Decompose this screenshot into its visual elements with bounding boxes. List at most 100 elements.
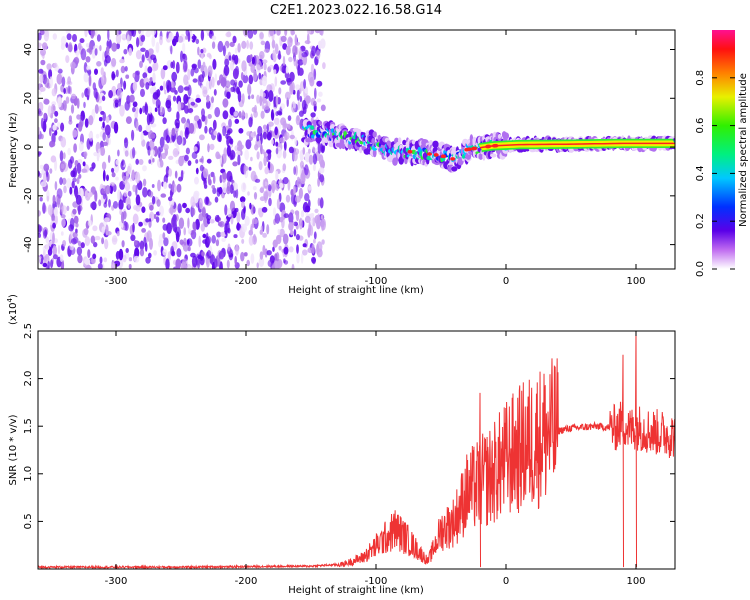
heatmap-cell — [77, 205, 81, 216]
heatmap-cell — [272, 239, 278, 248]
heatmap-cell — [238, 80, 243, 88]
heatmap-cell — [52, 232, 55, 245]
heatmap-cell — [220, 231, 226, 237]
snr-y-multiplier: (x104) — [6, 294, 19, 325]
heatmap-cell — [39, 164, 44, 169]
heatmap-cell — [101, 75, 105, 86]
heatmap-cell — [232, 68, 239, 80]
heatmap-cell — [38, 90, 42, 95]
heatmap-cell — [153, 213, 157, 220]
heatmap-cell — [211, 76, 215, 88]
heatmap-cell — [151, 85, 157, 93]
heatmap-cell — [256, 151, 260, 160]
heatmap-cell — [139, 240, 145, 251]
heatmap-cell — [183, 74, 189, 86]
heatmap-cell — [75, 194, 82, 205]
heatmap-cell — [105, 46, 110, 54]
heatmap-cell — [241, 201, 245, 209]
heatmap-cell — [297, 59, 304, 66]
x-tick-label: -200 — [235, 576, 258, 587]
colorbar-tick-label: 0.2 — [695, 213, 706, 229]
heatmap-cell — [316, 218, 321, 230]
heatmap-cell — [141, 228, 147, 233]
heatmap-cell — [214, 196, 219, 203]
heatmap-cell — [193, 115, 200, 122]
heatmap-cell — [187, 228, 192, 235]
heatmap-cell — [121, 240, 125, 248]
heatmap-cell — [83, 151, 88, 158]
heatmap-cell — [187, 160, 192, 166]
heatmap-cell — [203, 184, 208, 189]
heatmap-cell — [150, 149, 156, 157]
heatmap-cell — [236, 222, 240, 231]
heatmap-cell — [234, 47, 238, 54]
heatmap-cell — [218, 221, 225, 228]
heatmap-cell — [237, 154, 241, 166]
heatmap-cell — [86, 65, 91, 71]
heatmap-cell — [244, 112, 249, 119]
heatmap-cell — [69, 243, 75, 251]
heatmap-cell — [214, 258, 218, 269]
heatmap-cell — [121, 159, 125, 166]
heatmap-cell — [139, 78, 145, 88]
heatmap-cell — [285, 66, 289, 74]
x-tick-label: 100 — [626, 276, 645, 287]
heatmap-cell — [202, 61, 206, 68]
heatmap-cell — [60, 163, 65, 169]
heatmap-cell — [145, 256, 151, 264]
heatmap-cell — [261, 206, 268, 213]
heatmap-cell — [260, 225, 264, 232]
heatmap-cell — [76, 162, 82, 174]
heatmap-cell — [97, 148, 101, 158]
heatmap-cell — [187, 31, 191, 43]
heatmap-cell — [98, 105, 103, 113]
heatmap-cell — [123, 48, 128, 55]
heatmap-cell — [138, 30, 142, 35]
heatmap-cell — [247, 83, 252, 96]
heatmap-cell — [235, 86, 240, 94]
heatmap-cell — [171, 71, 178, 82]
heatmap-cell — [211, 41, 216, 49]
heatmap-cell — [240, 72, 244, 81]
heatmap-cell — [166, 222, 173, 235]
heatmap-cell — [293, 166, 296, 175]
heatmap-cell — [52, 254, 58, 260]
heatmap-cell — [176, 111, 180, 121]
heatmap-cell — [131, 129, 135, 141]
heatmap-cell — [146, 230, 152, 242]
heatmap-cell — [266, 131, 272, 141]
heatmap-cell — [222, 45, 226, 57]
heatmap-cell — [39, 74, 44, 84]
heatmap-cell — [319, 197, 324, 209]
heatmap-cell — [71, 93, 76, 100]
heatmap-cell — [285, 77, 292, 83]
heatmap-cell — [304, 215, 311, 223]
heatmap-cell — [149, 204, 154, 211]
heatmap-cell — [272, 49, 276, 61]
heatmap-cell — [144, 103, 149, 115]
heatmap-cell — [250, 223, 255, 228]
heatmap-cell — [302, 243, 307, 248]
heatmap-cell — [105, 116, 110, 123]
heatmap-cell — [38, 151, 42, 156]
heatmap-cell — [47, 247, 53, 256]
heatmap-cell — [94, 68, 98, 75]
heatmap-cell — [250, 64, 256, 73]
heatmap-cell — [280, 80, 287, 85]
heatmap-cell — [78, 189, 81, 195]
heatmap-cell — [69, 186, 73, 195]
heatmap-cell — [215, 239, 220, 247]
heatmap-cell — [115, 159, 120, 165]
heatmap-cell — [165, 258, 170, 269]
heatmap-cell — [305, 95, 311, 104]
heatmap-cell — [250, 170, 257, 182]
heatmap-cell — [56, 73, 63, 85]
heatmap-cell — [61, 76, 66, 87]
heatmap-cell — [256, 262, 259, 269]
heatmap-cell — [398, 137, 402, 144]
heatmap-cell — [310, 112, 316, 118]
x-tick-label: 100 — [626, 576, 645, 587]
heatmap-cell — [206, 214, 212, 221]
heatmap-cell — [201, 207, 206, 218]
heatmap-cell — [147, 145, 151, 156]
